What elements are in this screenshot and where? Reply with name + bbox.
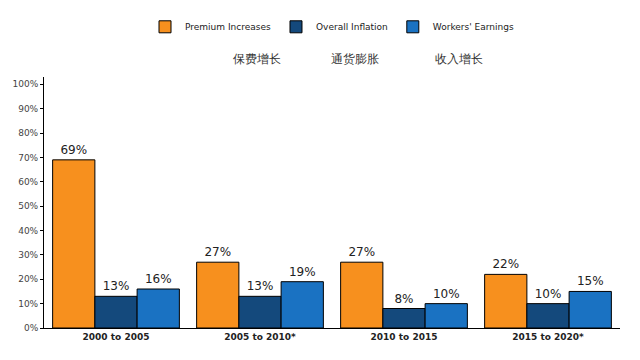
svg-text:50%: 50% [18, 201, 38, 211]
svg-text:2015 to 2020*: 2015 to 2020* [512, 332, 584, 342]
svg-text:80%: 80% [18, 128, 38, 138]
svg-text:40%: 40% [18, 226, 38, 236]
svg-text:90%: 90% [18, 104, 38, 114]
svg-text:60%: 60% [18, 177, 38, 187]
svg-text:10%: 10% [535, 287, 562, 301]
svg-text:30%: 30% [18, 250, 38, 260]
svg-text:20%: 20% [18, 274, 38, 284]
svg-text:2005 to 2010*: 2005 to 2010* [224, 332, 296, 342]
svg-text:27%: 27% [204, 245, 231, 259]
svg-text:Premium Increases: Premium Increases [185, 22, 271, 32]
svg-text:10%: 10% [433, 287, 460, 301]
svg-text:69%: 69% [60, 143, 87, 157]
svg-text:22%: 22% [492, 257, 519, 271]
svg-text:15%: 15% [577, 274, 604, 288]
svg-text:2000 to 2005: 2000 to 2005 [83, 332, 150, 342]
svg-text:27%: 27% [348, 245, 375, 259]
svg-text:2010 to 2015: 2010 to 2015 [371, 332, 438, 342]
svg-text:10%: 10% [18, 299, 38, 309]
svg-text:通货膨胀: 通货膨胀 [331, 52, 379, 66]
svg-text:0%: 0% [24, 323, 39, 333]
svg-text:Workers' Earnings: Workers' Earnings [433, 22, 514, 32]
svg-text:保费增长: 保费增长 [233, 52, 281, 66]
svg-text:Overall Inflation: Overall Inflation [316, 22, 388, 32]
svg-text:8%: 8% [394, 292, 413, 306]
svg-text:19%: 19% [289, 265, 316, 279]
svg-text:13%: 13% [103, 279, 130, 293]
svg-text:收入增长: 收入增长 [435, 52, 483, 66]
svg-text:13%: 13% [247, 279, 274, 293]
svg-text:100%: 100% [12, 79, 38, 89]
svg-text:70%: 70% [18, 153, 38, 163]
svg-text:16%: 16% [145, 272, 172, 286]
